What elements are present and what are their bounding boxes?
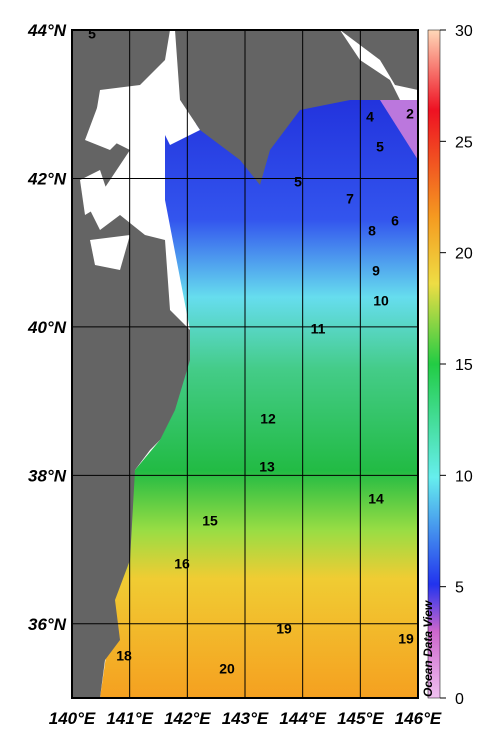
contour-label: 11 <box>311 321 326 337</box>
y-tick-label: 40°N <box>27 318 67 337</box>
contour-label: 8 <box>368 223 376 239</box>
x-tick-label: 141°E <box>106 709 153 728</box>
map-frame <box>71 29 419 699</box>
contour-label: 20 <box>219 661 235 677</box>
contour-label: 10 <box>373 293 389 309</box>
contour-label: 13 <box>259 459 275 475</box>
contour-label: 18 <box>116 648 132 664</box>
contour-label: 19 <box>398 631 414 647</box>
colorbar-tick-label: 10 <box>455 468 473 485</box>
contour-label: 6 <box>391 213 399 229</box>
contour-label: 19 <box>276 621 292 637</box>
contour-label: 7 <box>346 191 354 207</box>
colorbar <box>427 29 441 699</box>
contour-label: 16 <box>174 556 190 572</box>
contour-label: 5 <box>88 26 96 42</box>
y-tick-label: 36°N <box>28 615 67 634</box>
colorbar-tick-label: 5 <box>455 580 464 597</box>
contour-label: 5 <box>376 139 384 155</box>
x-tick-label: 146°E <box>395 709 442 728</box>
y-tick-label: 42°N <box>27 169 67 188</box>
colorbar-tick-label: 25 <box>455 134 473 151</box>
colorbar-tick-label: 0 <box>455 691 464 708</box>
watermark: Ocean Data View <box>421 600 435 697</box>
x-tick-label: 144°E <box>279 709 326 728</box>
contour-label: 15 <box>202 513 218 529</box>
contour-label: 9 <box>372 263 380 279</box>
y-tick-label: 38°N <box>28 466 67 485</box>
x-tick-label: 143°E <box>222 709 269 728</box>
y-tick-label: 44°N <box>27 21 67 40</box>
x-tick-label: 145°E <box>337 709 384 728</box>
contour-label: 5 <box>294 174 302 190</box>
colorbar-tick-label: 20 <box>455 246 473 263</box>
x-tick-label: 142°E <box>164 709 211 728</box>
contour-label: 4 <box>366 109 374 125</box>
colorbar-tick-label: 15 <box>455 357 473 374</box>
colorbar-tick-label: 30 <box>455 23 473 40</box>
contour-label: 14 <box>368 491 384 507</box>
contour-label: 2 <box>406 106 414 122</box>
x-tick-label: 140°E <box>49 709 96 728</box>
contour-label: 12 <box>260 411 276 427</box>
